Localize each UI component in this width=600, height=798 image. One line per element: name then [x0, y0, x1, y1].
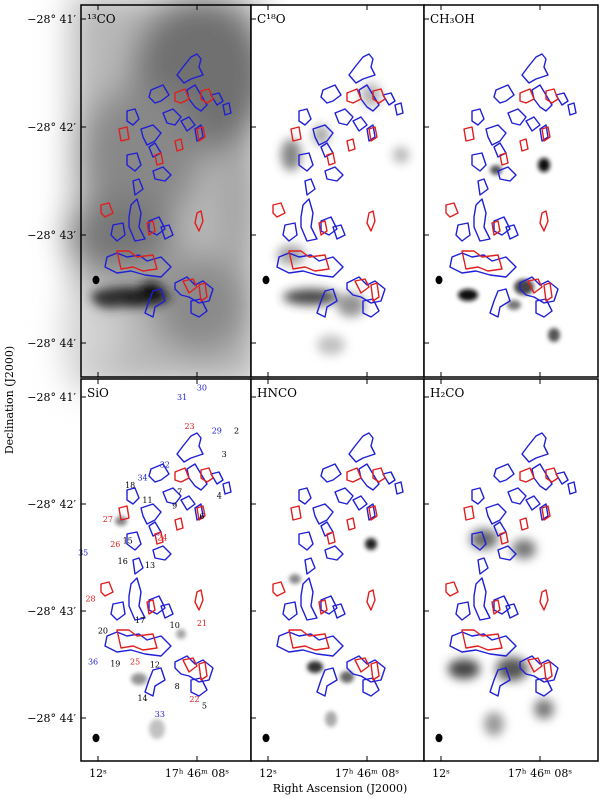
panel-sio: 1234567891011121314151617181920212223242…	[78, 378, 259, 762]
panel-label-ch3oh: CH₃OH	[430, 12, 475, 26]
source-label-3: 3	[222, 450, 227, 459]
x-axis-label: Right Ascension (J2000)	[273, 782, 408, 795]
panel-hnco: HNCO	[250, 378, 425, 762]
source-label-13: 13	[145, 561, 155, 570]
source-label-28: 28	[85, 594, 95, 603]
source-label-7: 7	[177, 487, 182, 496]
source-label-20: 20	[98, 626, 108, 635]
y-tick-label: −28° 44′	[27, 712, 76, 725]
source-label-16: 16	[118, 557, 128, 566]
x-tick-label: 12ˢ	[432, 767, 450, 780]
panel-label-13co: ¹³CO	[87, 12, 116, 26]
source-label-25: 25	[130, 658, 140, 667]
source-label-27: 27	[103, 515, 113, 524]
source-label-32: 32	[160, 461, 170, 470]
source-labels: 1234567891011121314151617181920212223242…	[78, 384, 259, 719]
source-label-33: 33	[155, 710, 165, 719]
source-label-19: 19	[110, 660, 120, 669]
x-tick-label: 12ˢ	[89, 767, 107, 780]
source-label-29: 29	[212, 426, 222, 435]
source-label-34: 34	[137, 473, 147, 482]
source-label-24: 24	[157, 533, 167, 542]
panel-c18o: C¹⁸O	[250, 4, 425, 378]
y-axis-label: Declination (J2000)	[3, 346, 16, 454]
source-label-18: 18	[125, 481, 135, 490]
source-label-9: 9	[172, 501, 177, 510]
x-tick-label: 17ʰ 46ᵐ 08ˢ	[165, 767, 229, 780]
y-tick-label: −28° 42′	[27, 121, 76, 134]
x-tick-label: 17ʰ 46ᵐ 08ˢ	[508, 767, 572, 780]
source-label-2: 2	[234, 426, 239, 435]
y-tick-label: −28° 44′	[27, 337, 76, 350]
y-tick-label: −28° 43′	[27, 605, 76, 618]
source-label-26: 26	[110, 540, 120, 549]
y-tick-label: −28° 41′	[27, 391, 76, 404]
panel-label-h2co: H₂CO	[430, 386, 464, 400]
x-tick-label: 12ˢ	[259, 767, 277, 780]
source-label-21: 21	[197, 619, 207, 628]
source-label-36: 36	[88, 658, 98, 667]
x-axis-ticks: 12ˢ 12ˢ 12ˢ 17ʰ 46ᵐ 08ˢ 17ʰ 46ᵐ 08ˢ 17ʰ 46ᵐ 0…	[89, 5, 572, 780]
panel-13co: ¹³CO	[61, 0, 271, 387]
panel-label-hnco: HNCO	[257, 386, 297, 400]
source-label-31: 31	[177, 393, 187, 402]
source-label-30: 30	[197, 384, 207, 393]
panel-label-sio: SiO	[87, 386, 109, 400]
panel-h2co: H₂CO	[423, 378, 599, 762]
source-label-10: 10	[170, 621, 180, 630]
source-label-8: 8	[175, 682, 180, 691]
y-axis-ticks: −28° 41′ −28° 41′ −28° 42′ −28° 42′ −28° 43′…	[27, 13, 429, 725]
source-label-6: 6	[199, 512, 204, 521]
y-tick-label: −28° 43′	[27, 229, 76, 242]
source-label-22: 22	[189, 695, 199, 704]
panel-ch3oh: CH₃OH	[423, 4, 599, 378]
x-tick-label: 17ʰ 46ᵐ 08ˢ	[335, 767, 399, 780]
source-label-17: 17	[135, 616, 145, 625]
source-label-12: 12	[150, 661, 160, 670]
source-label-15: 15	[123, 537, 133, 546]
panel-label-c18o: C¹⁸O	[257, 12, 286, 26]
source-label-23: 23	[184, 422, 194, 431]
y-tick-label: −28° 42′	[27, 498, 76, 511]
source-label-4: 4	[217, 492, 222, 501]
y-tick-label: −28° 41′	[27, 13, 76, 26]
source-label-35: 35	[78, 548, 88, 557]
source-label-11: 11	[142, 496, 152, 505]
source-label-14: 14	[137, 694, 147, 703]
source-label-5: 5	[202, 701, 207, 710]
